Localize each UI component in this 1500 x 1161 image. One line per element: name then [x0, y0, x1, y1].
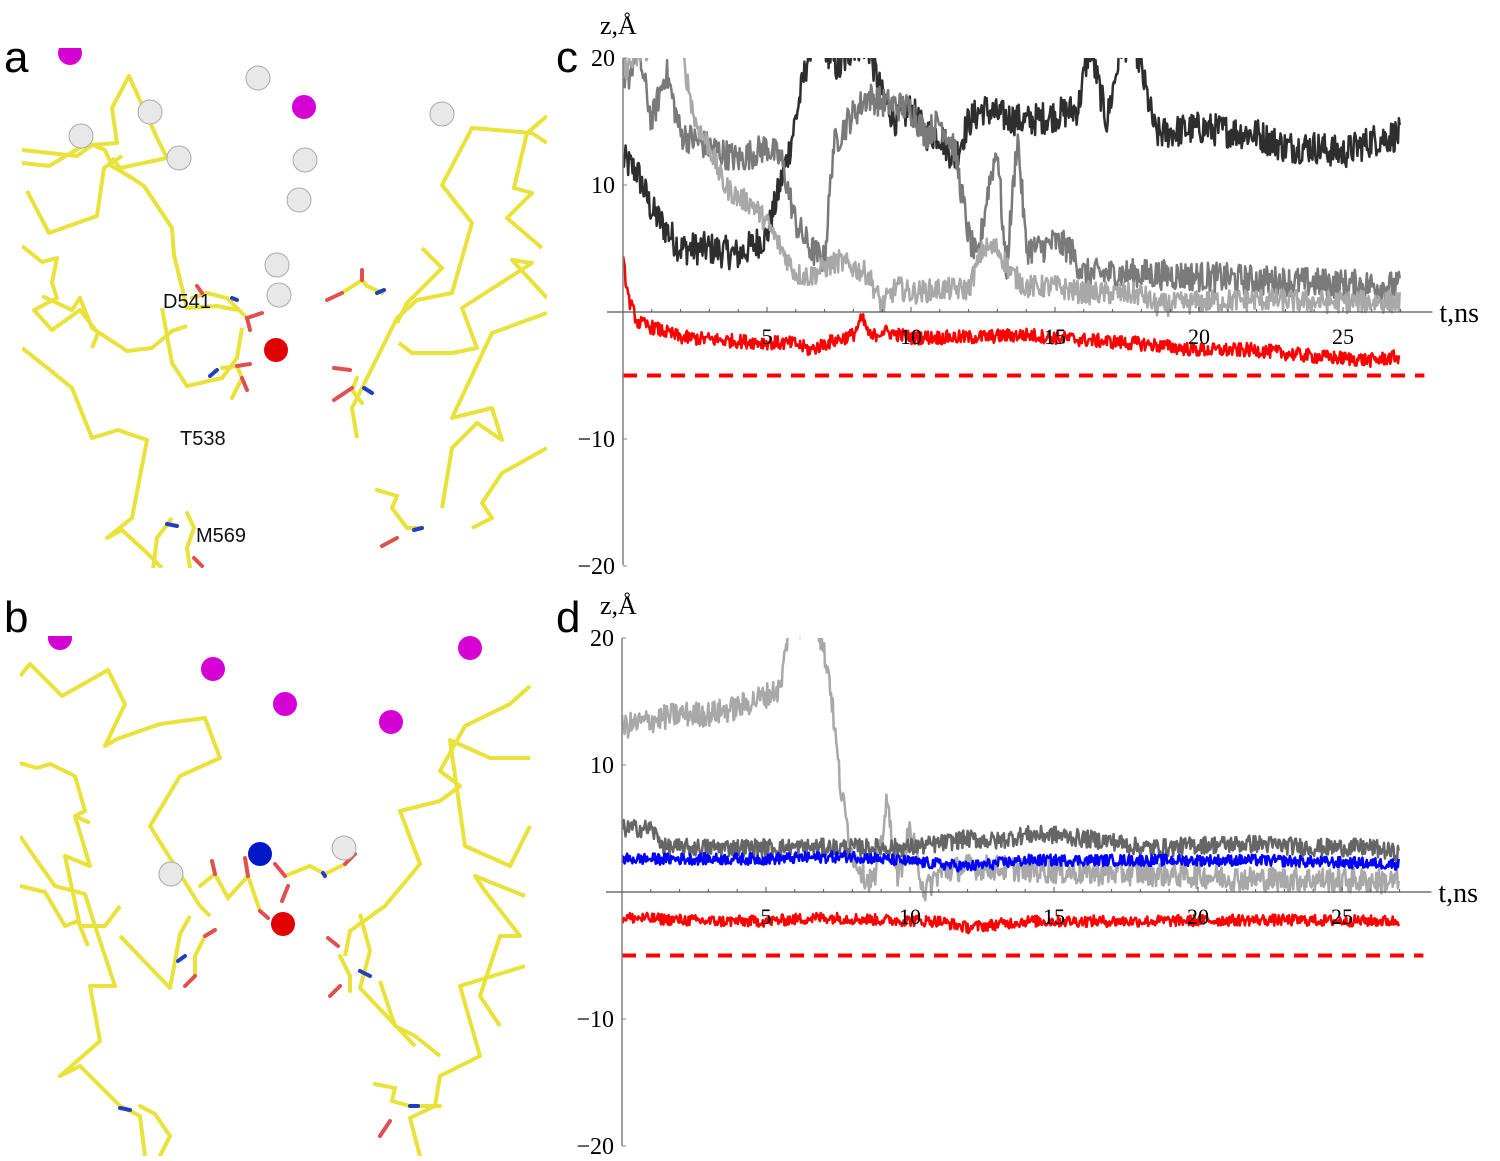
panel-label-b: b [4, 593, 29, 642]
y-axis-title: z,Å [600, 11, 637, 40]
protein-backbone-right [343, 684, 532, 1156]
series-ion-mid [623, 58, 1401, 302]
chart-panel-d: 5 10 15 20 25 20 10 −10 −20 z,Å t,ns [576, 591, 1478, 1160]
series-ion-blue [622, 850, 1400, 873]
y-tick-label: 10 [590, 753, 614, 779]
structure-panel-b [20, 636, 532, 1156]
ions [58, 48, 455, 362]
x-tick-label: 15 [1044, 324, 1066, 349]
y-tick-label: −10 [577, 427, 615, 453]
protein-backbone-left [20, 662, 222, 1156]
series-ion-dark [623, 58, 1401, 271]
side-chains [165, 268, 424, 568]
panel-label-a: a [4, 33, 29, 82]
series-ion-red [623, 255, 1401, 369]
x-tick-label: 5 [761, 904, 772, 929]
residue-label-m569: M569 [196, 525, 247, 547]
x-tick-label: 25 [1331, 904, 1353, 929]
ions [48, 636, 482, 936]
protein-backbone-right [350, 114, 547, 530]
series-ion-dark [622, 818, 1400, 864]
axes: 5 10 15 20 25 20 10 −10 −20 z,Å t,ns [577, 11, 1479, 580]
panel-label-d: d [556, 593, 581, 642]
y-tick-label: −10 [576, 1007, 614, 1033]
x-tick-label: 10 [900, 324, 922, 349]
panel-label-c: c [556, 33, 578, 82]
side-chains [118, 852, 442, 1156]
x-tick-label: 10 [899, 904, 921, 929]
series-ion-red [622, 911, 1400, 935]
y-tick-label: 20 [591, 46, 615, 72]
residue-label-d541: D541 [163, 291, 211, 313]
series-ion-light [623, 58, 1401, 318]
x-tick-label: 15 [1043, 904, 1065, 929]
y-tick-label: 10 [591, 173, 615, 199]
y-tick-label: 20 [590, 626, 614, 652]
y-axis-title: z,Å [600, 591, 637, 620]
axes: 5 10 15 20 25 20 10 −10 −20 z,Å t,ns [576, 591, 1478, 1160]
structure-panel-a [22, 48, 547, 568]
x-tick-label: 20 [1188, 324, 1210, 349]
y-tick-label: −20 [576, 1134, 614, 1160]
x-axis-title: t,ns [1439, 298, 1479, 329]
x-tick-label: 5 [762, 324, 773, 349]
chart-panel-c: 5 10 15 20 25 20 10 −10 −20 z,Å t,ns [577, 11, 1479, 580]
x-tick-label: 20 [1187, 904, 1209, 929]
x-tick-label: 25 [1332, 324, 1354, 349]
x-axis-title: t,ns [1438, 878, 1478, 909]
residue-label-t538: T538 [180, 428, 226, 450]
y-tick-label: −20 [577, 554, 615, 580]
